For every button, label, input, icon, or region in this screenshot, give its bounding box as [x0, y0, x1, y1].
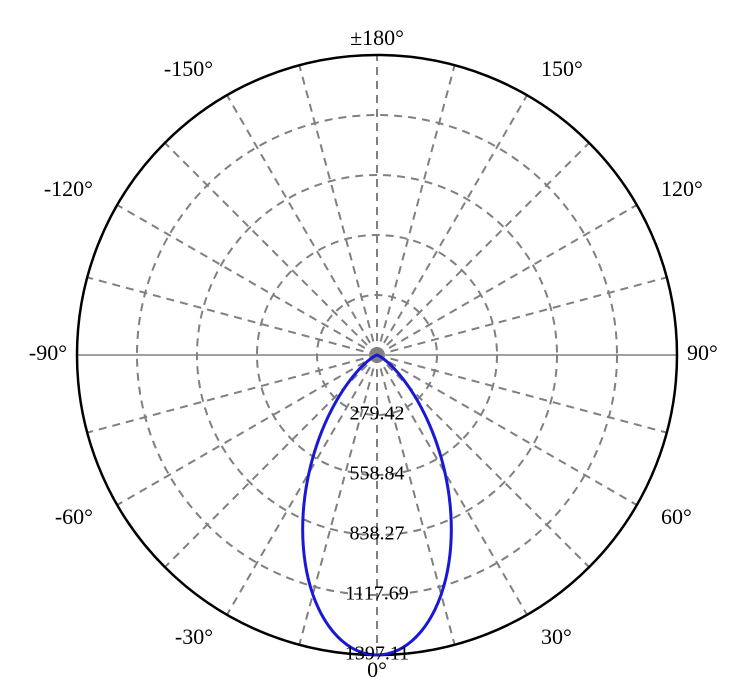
- grid-spoke: [377, 355, 527, 615]
- grid-spoke: [227, 355, 377, 615]
- grid-spoke: [87, 355, 377, 433]
- ring-label: 1117.69: [345, 583, 409, 605]
- angle-label: 150°: [541, 56, 583, 81]
- angle-label: 90°: [687, 340, 718, 365]
- angle-label: -150°: [164, 56, 213, 81]
- angle-label: -90°: [29, 340, 67, 365]
- grid-spoke: [377, 205, 637, 355]
- angle-label: -30°: [175, 624, 213, 649]
- polar-chart: 279.42558.84838.271117.691397.11 ±180°-1…: [0, 0, 738, 699]
- angle-label: 60°: [661, 504, 692, 529]
- grid-spoke: [299, 65, 377, 355]
- grid-spoke: [87, 277, 377, 355]
- grid-spoke: [377, 277, 667, 355]
- grid-spoke: [377, 65, 455, 355]
- angle-label: 0°: [367, 657, 387, 682]
- grid-spoke: [117, 355, 377, 505]
- grid-spoke: [165, 143, 377, 355]
- angle-label: 30°: [541, 624, 572, 649]
- grid-spoke: [117, 205, 377, 355]
- grid-spoke: [377, 355, 667, 433]
- angle-label: 120°: [661, 176, 703, 201]
- grid-spoke: [377, 143, 589, 355]
- ring-label: 838.27: [350, 523, 405, 545]
- grid-spoke: [377, 355, 637, 505]
- ring-label: 279.42: [350, 403, 405, 425]
- angle-label: -120°: [44, 176, 93, 201]
- ring-label: 558.84: [350, 463, 405, 485]
- grid-spoke: [377, 95, 527, 355]
- angle-label: -60°: [55, 504, 93, 529]
- grid-spoke: [227, 95, 377, 355]
- angle-label: ±180°: [350, 25, 404, 50]
